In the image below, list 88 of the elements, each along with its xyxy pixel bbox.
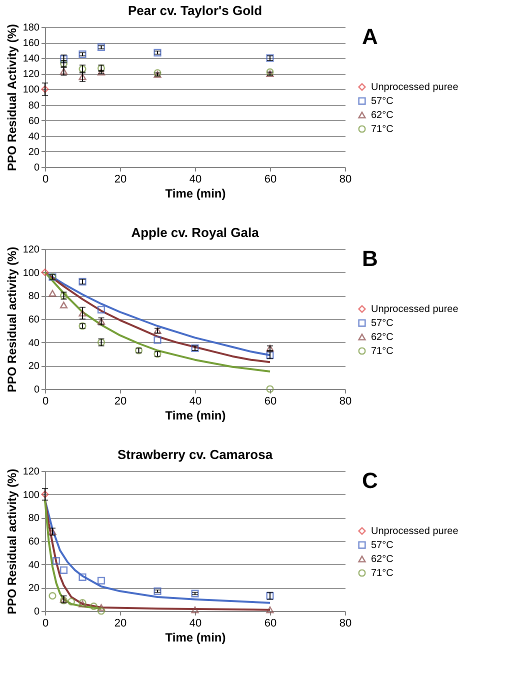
y-tick-label: 100 bbox=[22, 490, 40, 501]
y-tick-label: 0 bbox=[34, 606, 40, 618]
legend-label: 62°C bbox=[371, 554, 394, 565]
y-tick-label: 120 bbox=[22, 466, 40, 478]
y-tick-label: 120 bbox=[22, 244, 40, 256]
y-tick-label: 60 bbox=[28, 116, 40, 127]
x-tick-label: 20 bbox=[114, 174, 127, 186]
x-axis-title: Time (min) bbox=[165, 630, 226, 644]
point bbox=[78, 310, 86, 317]
point bbox=[266, 385, 274, 393]
x-tick-label: 20 bbox=[114, 618, 127, 630]
point bbox=[266, 606, 274, 614]
y-tick-label: 60 bbox=[28, 314, 40, 326]
y-tick-label: 160 bbox=[22, 38, 40, 50]
y-tick-label: 100 bbox=[22, 268, 40, 279]
text: B bbox=[362, 246, 378, 272]
point bbox=[154, 587, 162, 595]
point bbox=[191, 606, 199, 614]
y-tick-label: 40 bbox=[28, 338, 40, 349]
x-tick-label: 60 bbox=[264, 174, 277, 186]
point bbox=[41, 85, 49, 94]
x-tick-label: 0 bbox=[42, 174, 49, 186]
point bbox=[60, 302, 68, 308]
y-tick-label: 20 bbox=[28, 146, 40, 158]
y-tick-label: 80 bbox=[28, 100, 40, 112]
x-tick-label: 80 bbox=[339, 174, 352, 186]
point bbox=[41, 490, 49, 498]
y-tick-label: 40 bbox=[28, 131, 40, 142]
x-tick-label: 40 bbox=[189, 396, 202, 408]
x-axis-title: Time (min) bbox=[165, 408, 226, 422]
legend-label: 57°C bbox=[371, 96, 394, 107]
point bbox=[67, 598, 76, 606]
legend-label: 57°C bbox=[371, 540, 394, 551]
y-tick-label: 20 bbox=[28, 583, 40, 594]
x-tick-label: 0 bbox=[42, 396, 49, 408]
legend-label: 62°C bbox=[371, 110, 394, 121]
x-tick-label: 0 bbox=[42, 618, 49, 630]
x-tick-label: 40 bbox=[189, 174, 202, 186]
point bbox=[97, 43, 106, 52]
legend-label: Unprocessed puree bbox=[371, 82, 459, 93]
x-tick-label: 80 bbox=[339, 396, 352, 408]
point bbox=[97, 607, 106, 615]
y-tick-label: 0 bbox=[34, 162, 40, 174]
point bbox=[48, 592, 56, 600]
x-tick-label: 80 bbox=[339, 618, 352, 630]
x-tick-label: 20 bbox=[114, 396, 127, 408]
point bbox=[154, 48, 162, 56]
point bbox=[97, 306, 106, 314]
y-tick-label: 80 bbox=[28, 513, 40, 524]
point bbox=[78, 50, 86, 58]
x-tick-label: 60 bbox=[264, 618, 277, 630]
point bbox=[191, 590, 199, 598]
point bbox=[154, 336, 162, 344]
point bbox=[97, 576, 106, 584]
y-axis-title: PPO Residual Activity (%) bbox=[4, 24, 19, 171]
x-tick-label: 60 bbox=[264, 396, 277, 408]
y-tick-label: 120 bbox=[22, 69, 40, 80]
y-tick-label: 100 bbox=[22, 84, 40, 96]
y-tick-label: 20 bbox=[28, 361, 40, 372]
y-tick-label: 180 bbox=[22, 22, 40, 34]
point bbox=[60, 566, 68, 574]
y-tick-label: 40 bbox=[28, 560, 40, 571]
chart-title: Apple cv. Royal Gala bbox=[131, 225, 260, 240]
legend-label: Unprocessed puree bbox=[371, 526, 459, 537]
point bbox=[78, 573, 86, 581]
x-tick-label: 40 bbox=[189, 618, 202, 630]
y-tick-label: 0 bbox=[34, 384, 40, 396]
legend-label: 71°C bbox=[371, 124, 394, 135]
legend-label: 57°C bbox=[371, 318, 394, 329]
y-axis-title: PPO Residual activity (%) bbox=[4, 246, 19, 392]
point bbox=[52, 557, 60, 565]
legend-label: 71°C bbox=[371, 346, 394, 357]
y-tick-label: 140 bbox=[22, 54, 40, 65]
x-axis-title: Time (min) bbox=[165, 186, 226, 200]
chart-title: Strawberry cv. Camarosa bbox=[117, 447, 274, 462]
y-tick-label: 80 bbox=[28, 291, 40, 302]
point bbox=[41, 268, 49, 276]
text: A bbox=[362, 24, 378, 50]
point bbox=[97, 604, 106, 611]
legend-label: Unprocessed puree bbox=[371, 304, 459, 315]
text: C bbox=[362, 468, 378, 494]
point bbox=[90, 602, 98, 610]
chart-title: Pear cv. Taylor's Gold bbox=[128, 3, 262, 18]
legend-label: 62°C bbox=[371, 332, 394, 343]
y-tick-label: 60 bbox=[28, 536, 40, 548]
point bbox=[48, 290, 56, 297]
legend-label: 71°C bbox=[371, 568, 394, 579]
y-axis-title: PPO Residual activity (%) bbox=[4, 468, 19, 614]
